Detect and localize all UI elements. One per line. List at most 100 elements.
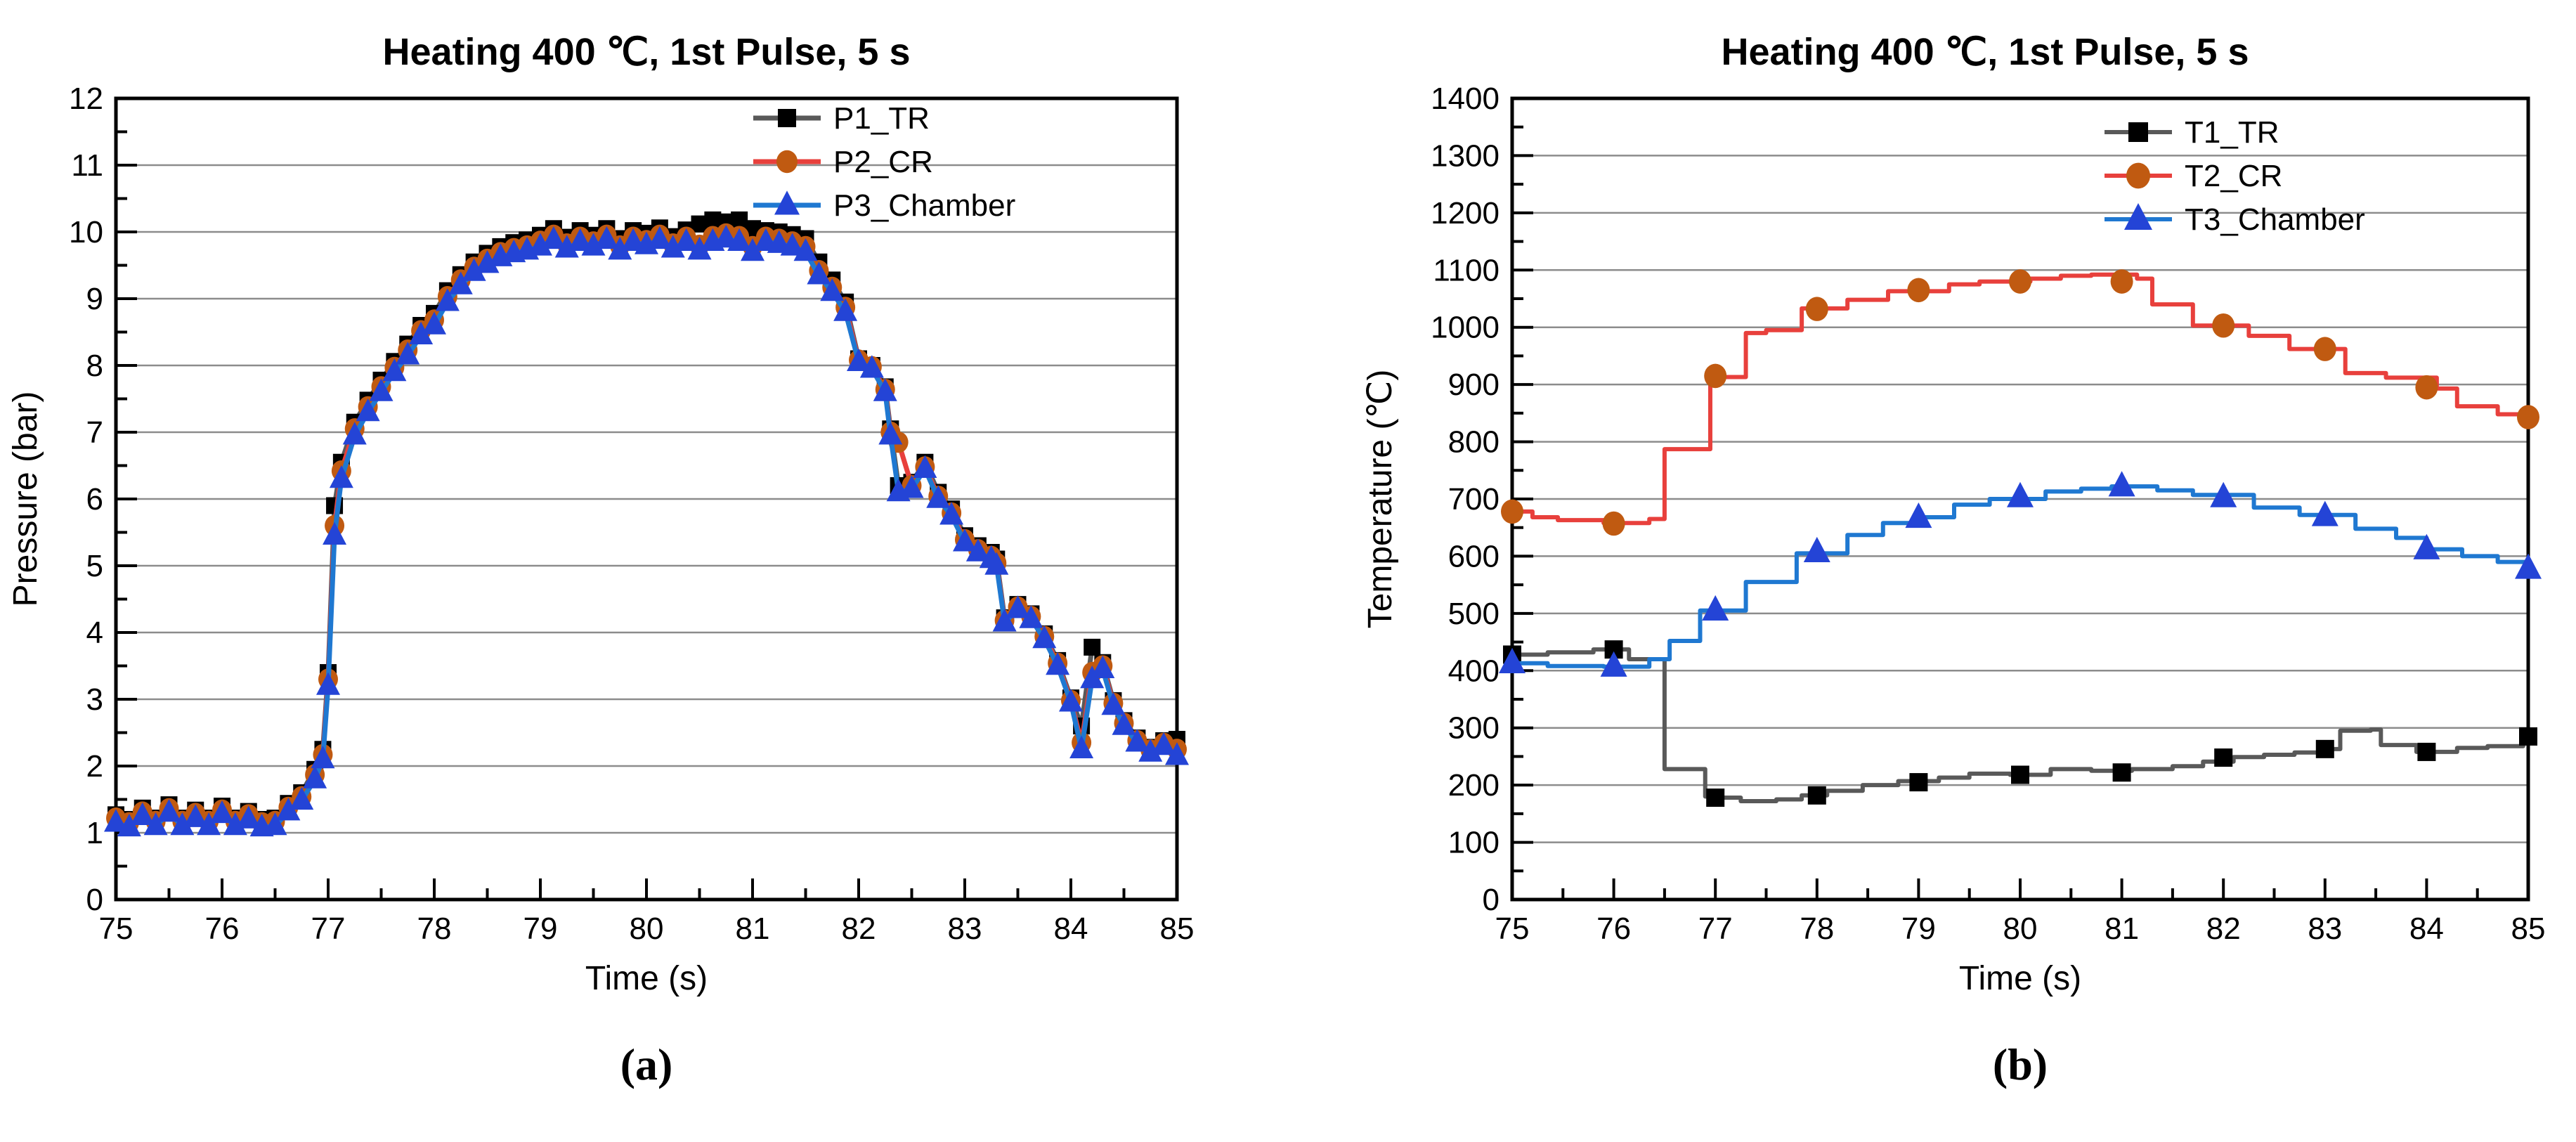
x-axis-label: Time (s) xyxy=(1959,960,2081,997)
data-point-marker xyxy=(1803,536,1830,562)
data-point-marker xyxy=(197,812,221,836)
x-tick-label: 79 xyxy=(1901,911,1936,946)
series-line xyxy=(115,231,1178,826)
series-line xyxy=(115,236,1179,830)
x-tick-labels: 75 76 77 78 79 80 81 82 83 84 85 xyxy=(1495,911,2546,946)
data-point-marker xyxy=(1499,647,1526,673)
data-point-marker xyxy=(621,228,646,251)
data-point-marker xyxy=(1501,499,1523,524)
series-T3_Chamber xyxy=(1499,471,2542,677)
data-point-marker xyxy=(674,228,698,251)
series-P3_Chamber xyxy=(104,224,1189,837)
data-point-marker xyxy=(778,109,796,127)
data-point-marker xyxy=(382,358,407,382)
y-tick-label: 100 xyxy=(1448,826,1500,860)
x-tick-label: 76 xyxy=(1596,911,1631,946)
data-point-marker xyxy=(223,812,247,836)
data-point-marker xyxy=(807,261,831,285)
x-tick-label: 84 xyxy=(1054,911,1088,946)
axis-ticks xyxy=(1511,97,2530,901)
data-point-marker xyxy=(342,422,367,445)
y-axis-label-text: Pressure (bar) xyxy=(7,391,44,607)
data-point-marker xyxy=(913,455,937,478)
data-point-marker xyxy=(2214,748,2233,767)
y-tick-label: 9 xyxy=(86,282,103,316)
chart-title: Heating 400 ℃, 1st Pulse, 5 s xyxy=(383,31,911,73)
data-point-marker xyxy=(1905,502,1932,528)
data-point-marker xyxy=(780,233,805,256)
y-tick-label: 12 xyxy=(69,82,103,116)
x-tick-labels: 75 76 77 78 79 80 81 82 83 84 85 xyxy=(99,911,1195,946)
x-tick-label: 75 xyxy=(1495,911,1530,946)
y-tick-label: 4 xyxy=(86,616,103,650)
data-point-marker xyxy=(448,271,473,294)
data-point-marker xyxy=(727,228,752,251)
x-tick-label: 85 xyxy=(1160,911,1195,946)
data-point-marker xyxy=(820,278,845,301)
data-point-marker xyxy=(2517,405,2539,429)
y-tick-label: 6 xyxy=(86,482,103,517)
chart-title-text: Heating 400 ℃, 1st Pulse, 5 s xyxy=(383,31,911,73)
data-point-marker xyxy=(1006,595,1030,618)
data-point-marker xyxy=(939,502,964,525)
data-point-marker xyxy=(329,465,353,488)
y-tick-label: 8 xyxy=(86,349,103,383)
temperature-chart-panel: 75 76 77 78 79 80 81 82 83 84 85 0 100 200 300 400 500 60… xyxy=(1286,0,2576,1142)
axis-ticks xyxy=(115,97,1178,901)
y-tick-label: 10 xyxy=(69,215,103,249)
data-point-marker xyxy=(2112,763,2131,782)
data-point-marker xyxy=(2124,203,2152,230)
y-tick-label: 400 xyxy=(1448,654,1500,688)
data-point-marker xyxy=(741,238,765,261)
y-tick-label: 300 xyxy=(1448,711,1500,746)
data-point-marker xyxy=(356,398,380,422)
data-point-marker xyxy=(276,798,301,821)
data-point-marker xyxy=(647,226,672,249)
data-point-marker xyxy=(965,538,990,562)
data-point-marker xyxy=(2128,122,2148,142)
data-point-marker xyxy=(2210,481,2237,507)
x-tick-label: 82 xyxy=(2206,911,2241,946)
data-point-marker xyxy=(1909,773,1928,792)
data-point-marker xyxy=(2415,375,2438,400)
data-point-marker xyxy=(594,226,619,249)
x-axis-label-text: Time (s) xyxy=(1959,960,2081,997)
series-T2_CR xyxy=(1501,269,2539,536)
data-point-marker xyxy=(117,813,141,837)
data-point-marker xyxy=(2126,162,2150,189)
data-point-marker xyxy=(1602,511,1625,536)
series-T1_TR xyxy=(1503,640,2537,807)
data-point-marker xyxy=(687,237,712,260)
x-axis-label: Time (s) xyxy=(585,960,708,997)
legend-label: T2_CR xyxy=(2185,159,2282,193)
data-point-marker xyxy=(323,521,347,545)
data-point-marker xyxy=(311,745,335,769)
data-point-marker xyxy=(1101,692,1126,715)
data-point-marker xyxy=(661,235,685,258)
temperature-chart-svg: 75 76 77 78 79 80 81 82 83 84 85 0 100 200 300 400 500 60… xyxy=(1362,31,2546,997)
x-tick-label: 80 xyxy=(630,911,664,946)
x-tick-label: 77 xyxy=(311,911,346,946)
data-point-marker xyxy=(1019,605,1043,628)
chart-title: Heating 400 ℃, 1st Pulse, 5 s xyxy=(1722,31,2249,73)
x-tick-label: 77 xyxy=(1698,911,1733,946)
data-point-marker xyxy=(1704,363,1727,389)
data-point-marker xyxy=(236,805,261,829)
data-point-marker xyxy=(528,233,552,256)
data-point-marker xyxy=(475,250,500,273)
data-point-marker xyxy=(409,321,434,344)
legend-label: P1_TR xyxy=(833,101,930,136)
data-point-marker xyxy=(183,804,208,827)
data-point-marker xyxy=(554,235,579,258)
data-point-marker xyxy=(263,812,287,836)
data-point-marker xyxy=(878,422,903,445)
series-P1_TR xyxy=(108,211,1185,828)
caption-b: (b) xyxy=(1992,1039,2048,1089)
data-point-marker xyxy=(541,226,566,249)
y-tick-label: 1300 xyxy=(1431,138,1500,173)
data-point-marker xyxy=(143,812,168,836)
data-point-marker xyxy=(926,485,951,508)
data-point-marker xyxy=(1091,655,1115,678)
data-point-marker xyxy=(899,475,924,498)
